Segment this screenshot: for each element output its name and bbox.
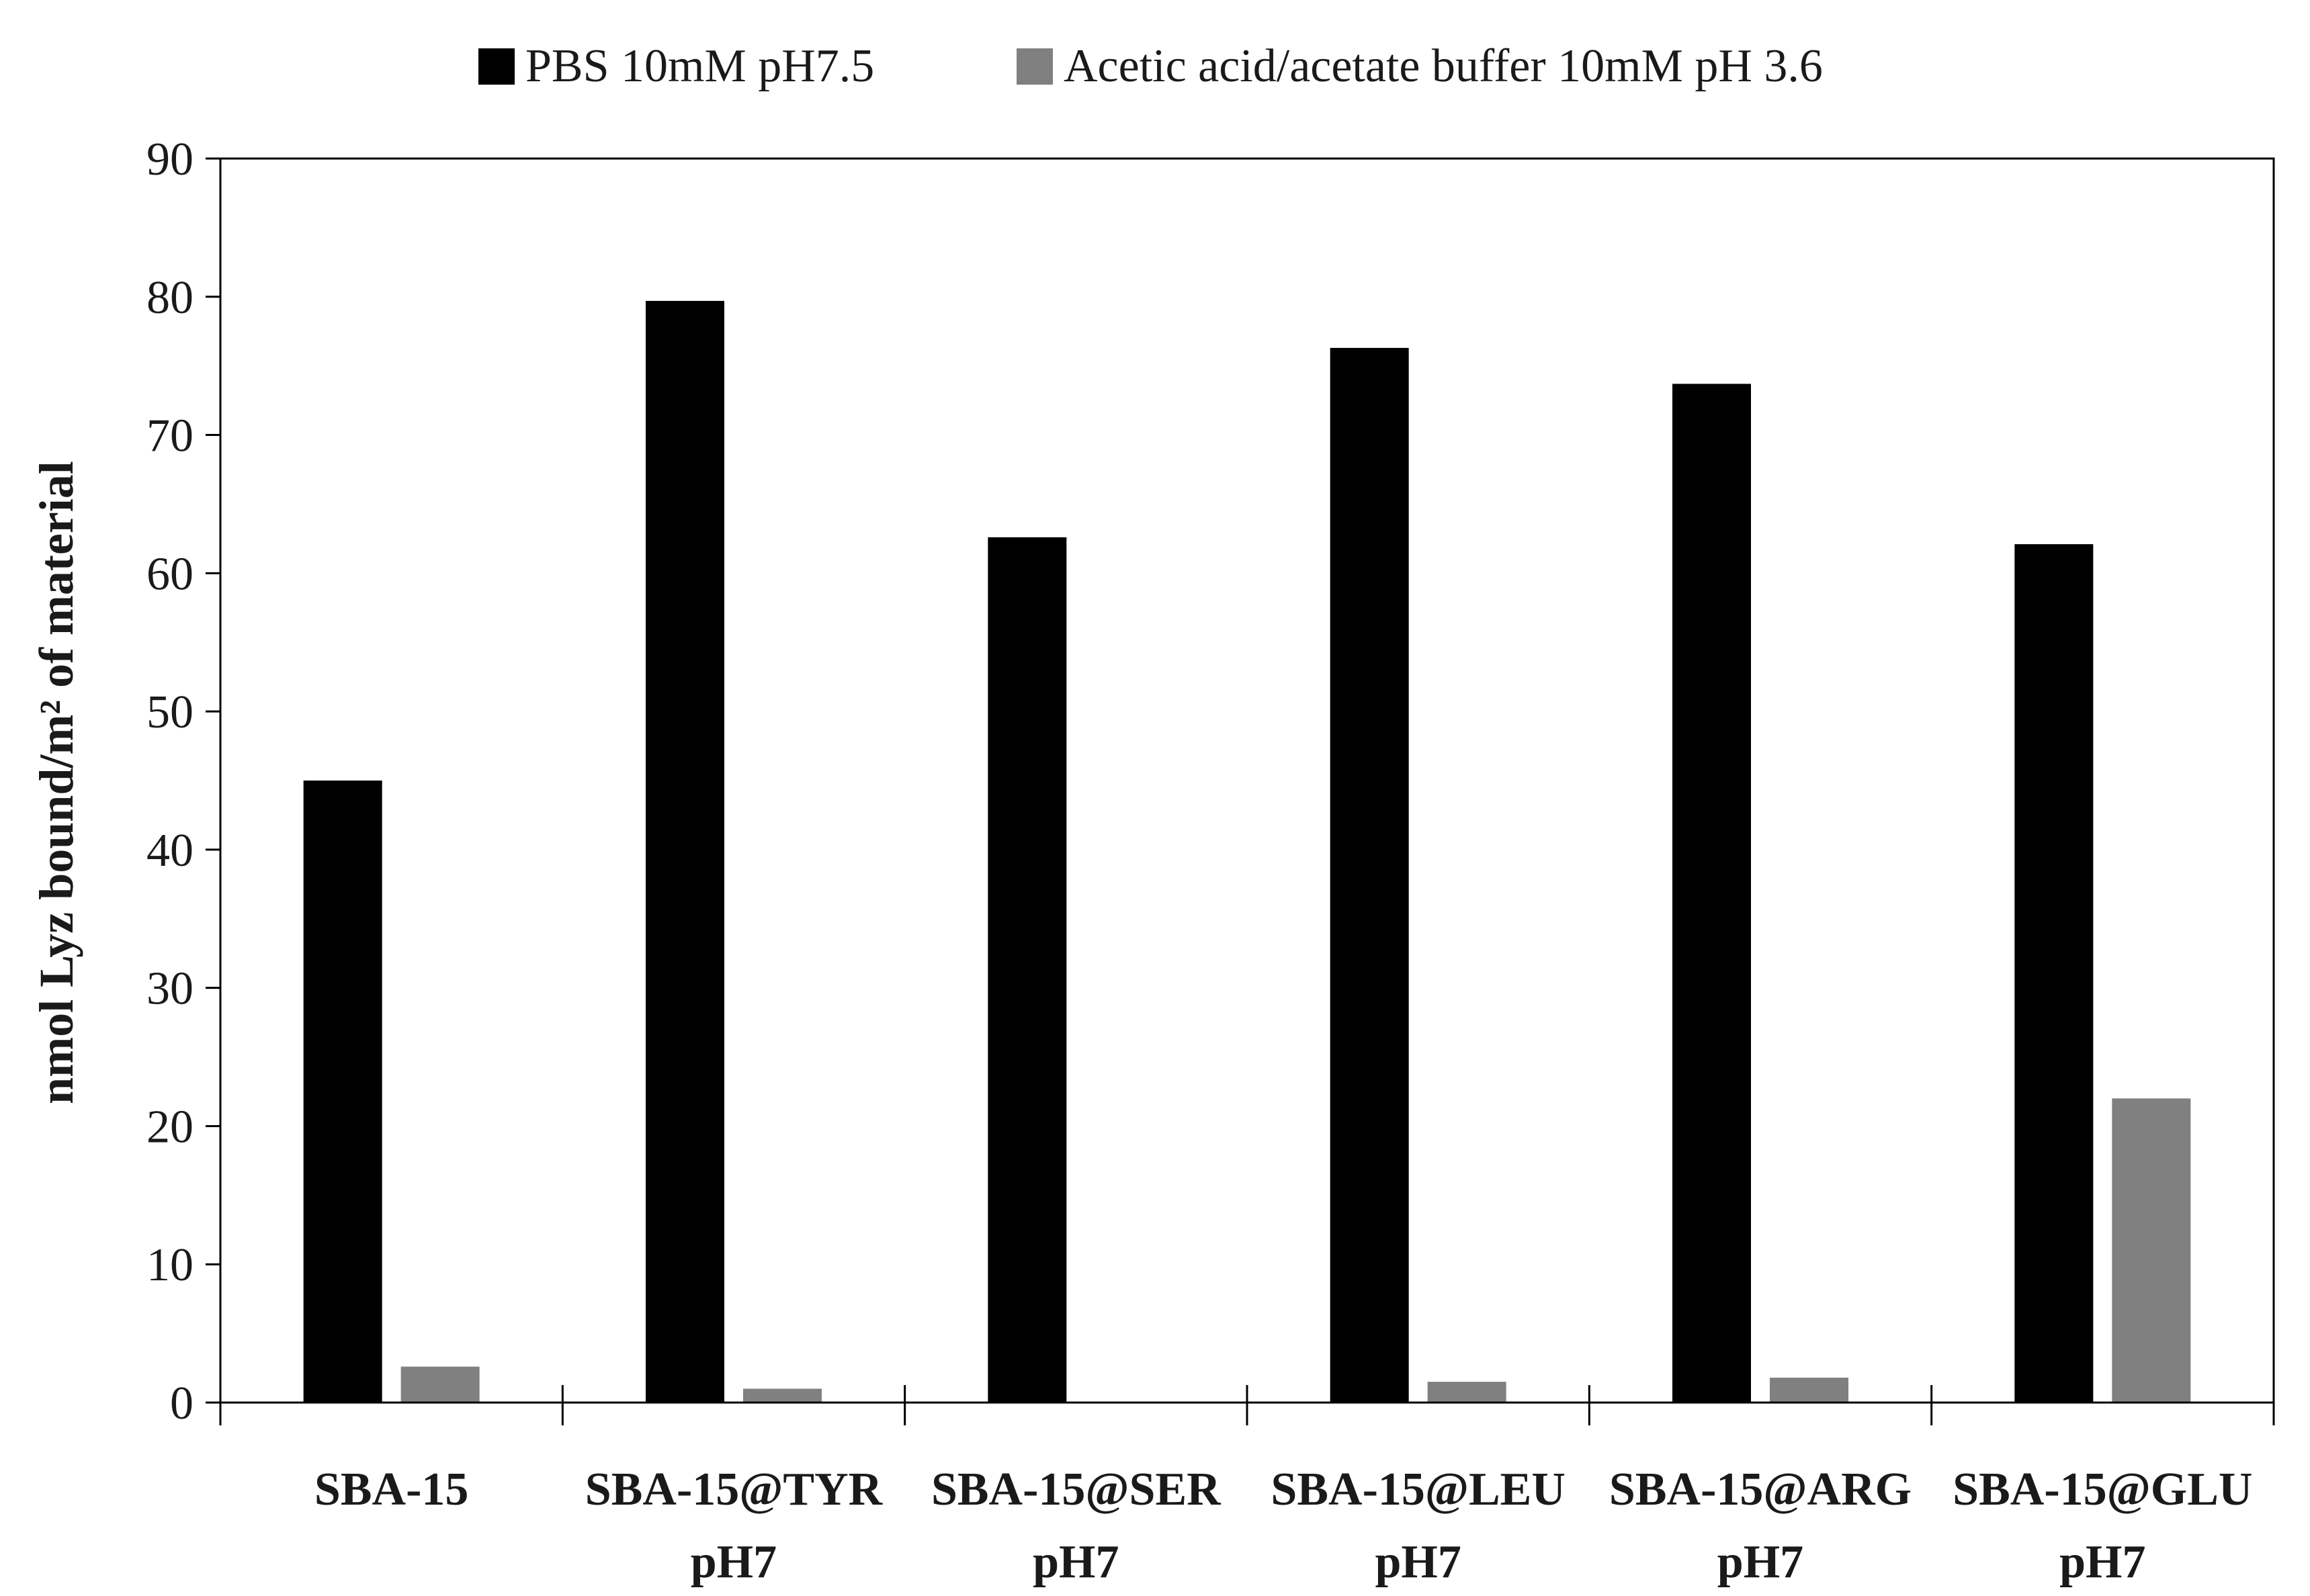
y-tick-label: 80 [146,272,194,324]
bar [2014,544,2094,1403]
x-category-label: pH7 [1717,1536,1803,1588]
x-category-label: pH7 [2059,1536,2145,1588]
legend-label: Acetic acid/acetate buffer 10mM pH 3.6 [1064,40,1823,92]
x-category-label: SBA-15@TYR [585,1464,884,1515]
y-tick-label: 40 [146,825,194,877]
bar [646,300,724,1403]
x-category-label: SBA-15@GLU [1953,1464,2252,1515]
x-category-label: pH7 [1375,1536,1461,1588]
y-axis: 0 10 20 30 40 50 60 70 80 90 [146,134,2275,1429]
bars [303,300,2191,1403]
plot-frame [219,157,2275,1404]
x-category-label: SBA-15@ARG [1609,1464,1912,1515]
y-axis-title: nmol Lyz bound/m² of material [30,461,83,1104]
bar [303,781,382,1403]
x-category-label: SBA-15@SER [931,1464,1222,1515]
bar [1672,384,1751,1403]
legend-swatch [478,48,515,85]
y-tick-label: 60 [146,548,194,600]
bar [1770,1377,1848,1403]
x-category-label: SBA-15 [314,1464,468,1515]
y-tick-label: 50 [146,686,194,738]
bar [988,537,1067,1403]
y-tick-label: 70 [146,410,194,462]
bar [400,1366,480,1403]
bar [743,1388,822,1403]
y-tick-label: 30 [146,963,194,1015]
x-category-label: pH7 [691,1536,777,1588]
x-category-label: pH7 [1033,1536,1119,1588]
legend-label: PBS 10mM pH7.5 [525,40,874,92]
x-category-label: SBA-15@LEU [1271,1464,1566,1515]
y-tick-label: 10 [146,1239,194,1291]
legend: PBS 10mM pH7.5 Acetic acid/acetate buffer… [478,40,1823,92]
legend-swatch [1017,48,1053,85]
x-axis: SBA-15 SBA-15@TYR pH7 SBA-15@SER pH7 SBA-15@L… [219,1385,2275,1588]
bar [1330,347,1409,1403]
y-tick-label: 20 [146,1101,194,1153]
bar [1427,1382,1506,1403]
y-tick-label: 0 [170,1378,194,1429]
y-tick-label: 90 [146,134,194,185]
bar [2112,1098,2191,1403]
